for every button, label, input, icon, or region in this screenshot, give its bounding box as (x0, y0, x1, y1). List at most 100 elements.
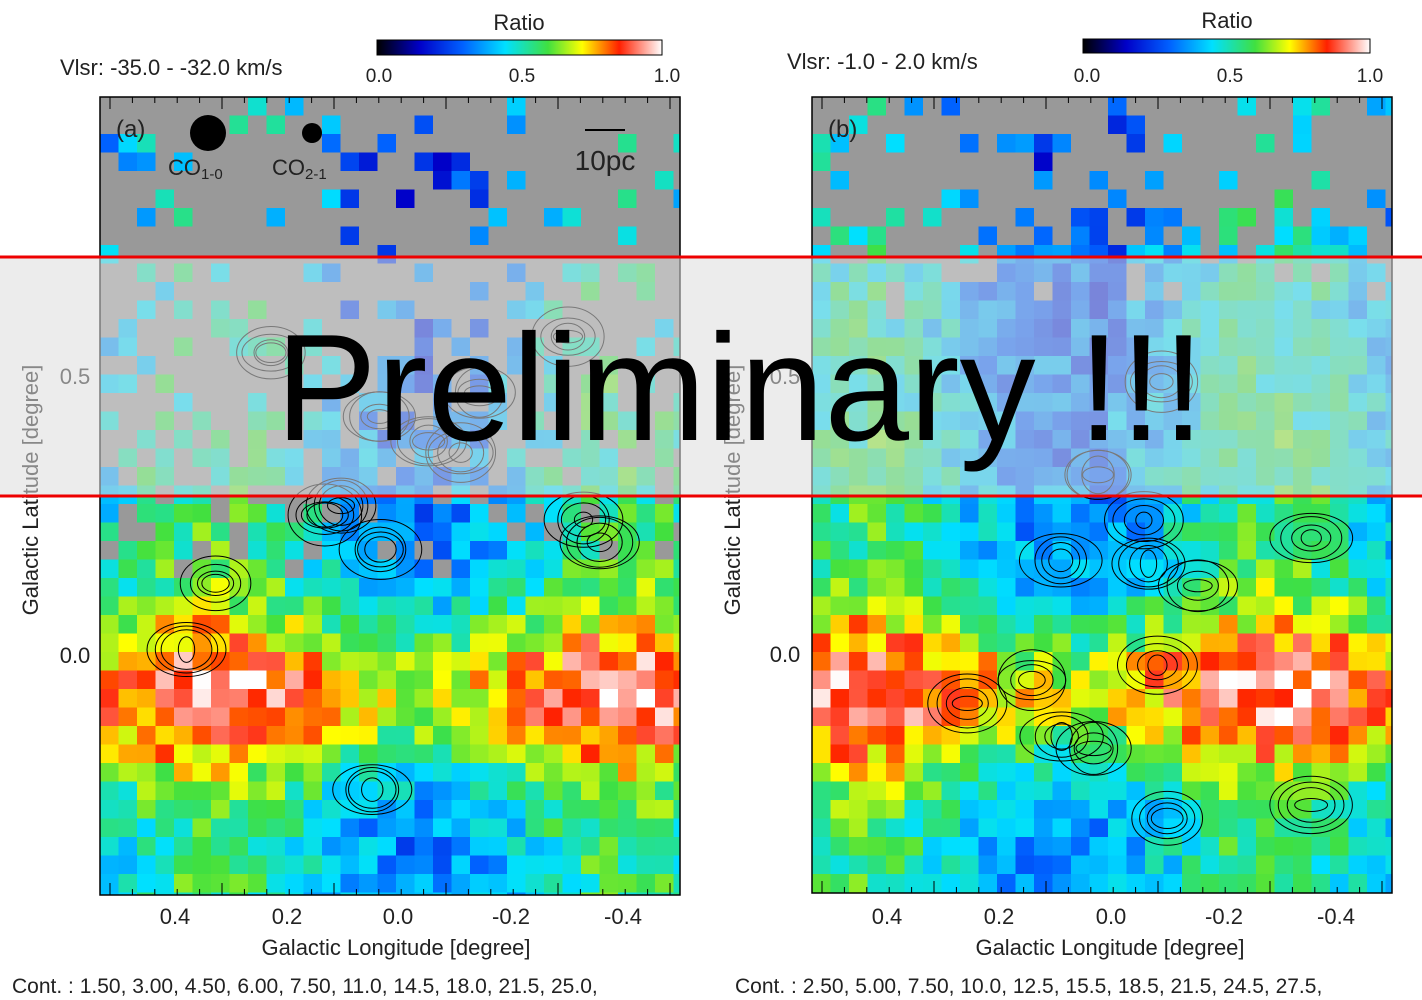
map-cell (979, 227, 998, 246)
map-cell (119, 874, 138, 893)
map-cell (100, 837, 119, 856)
map-cell (600, 763, 619, 782)
map-cell (230, 745, 249, 764)
map-cell (831, 874, 850, 893)
map-cell (359, 671, 378, 690)
map-cell (1108, 800, 1127, 819)
map-cell (100, 578, 119, 597)
map-cell (470, 708, 489, 727)
map-cell (1219, 708, 1238, 727)
map-cell (1034, 671, 1053, 690)
map-cell (942, 800, 961, 819)
map-cell (489, 708, 508, 727)
map-cell (452, 523, 471, 542)
map-cell (1256, 819, 1275, 838)
map-cell (433, 652, 452, 671)
map-cell (563, 800, 582, 819)
map-cell (1219, 504, 1238, 523)
panel-label: (a) (116, 116, 145, 143)
map-cell (1386, 97, 1393, 116)
map-cell (997, 745, 1016, 764)
map-cell (581, 800, 600, 819)
map-cell (156, 597, 175, 616)
scale-label: 10pc (575, 145, 636, 176)
map-cell (433, 615, 452, 634)
map-cell (452, 800, 471, 819)
map-cell (415, 597, 434, 616)
map-cell (137, 652, 156, 671)
map-cell (1034, 227, 1053, 246)
map-cell (1367, 837, 1386, 856)
map-cell (868, 634, 887, 653)
map-cell (193, 689, 212, 708)
map-cell (211, 523, 230, 542)
map-cell (1275, 597, 1294, 616)
map-cell (1256, 560, 1275, 579)
map-cell (1071, 652, 1090, 671)
map-cell (960, 819, 979, 838)
map-cell (831, 560, 850, 579)
map-cell (655, 856, 674, 875)
map-cell (905, 504, 924, 523)
map-cell (923, 652, 942, 671)
map-cell (655, 560, 674, 579)
map-cell (359, 689, 378, 708)
map-cell (1145, 208, 1164, 227)
map-cell (618, 689, 637, 708)
map-cell (1145, 615, 1164, 634)
map-cell (304, 615, 323, 634)
map-cell (119, 819, 138, 838)
map-cell (637, 745, 656, 764)
map-cell (600, 874, 619, 893)
map-cell (1312, 578, 1331, 597)
map-cell (544, 708, 563, 727)
map-cell (1312, 708, 1331, 727)
map-cell (674, 708, 681, 727)
map-cell (1256, 726, 1275, 745)
map-cell (960, 763, 979, 782)
map-cell (304, 560, 323, 579)
map-cell (230, 504, 249, 523)
map-cell (544, 689, 563, 708)
map-cell (1016, 874, 1035, 893)
map-cell (322, 116, 341, 135)
map-cell (119, 652, 138, 671)
map-cell (322, 708, 341, 727)
map-cell (100, 652, 119, 671)
map-cell (156, 634, 175, 653)
map-cell (637, 689, 656, 708)
map-cell (211, 874, 230, 893)
map-cell (452, 597, 471, 616)
map-cell (100, 800, 119, 819)
map-cell (831, 523, 850, 542)
map-cell (415, 856, 434, 875)
map-cell (812, 560, 831, 579)
map-cell (942, 523, 961, 542)
map-cell (923, 578, 942, 597)
map-cell (886, 208, 905, 227)
map-cell (248, 615, 267, 634)
map-cell (1145, 874, 1164, 893)
map-cell (868, 597, 887, 616)
map-cell (119, 782, 138, 801)
map-cell (655, 726, 674, 745)
overlay-text: Preliminary !!! (275, 303, 1204, 473)
map-cell (1312, 615, 1331, 634)
map-cell (193, 856, 212, 875)
map-cell (600, 652, 619, 671)
map-cell (581, 597, 600, 616)
map-cell (156, 856, 175, 875)
map-cell (1330, 227, 1349, 246)
map-cell (1275, 874, 1294, 893)
map-cell (960, 597, 979, 616)
map-cell (1238, 504, 1257, 523)
map-cell (452, 837, 471, 856)
map-cell (119, 597, 138, 616)
map-cell (1219, 615, 1238, 634)
map-cell (544, 208, 563, 227)
map-cell (886, 578, 905, 597)
map-cell (1367, 708, 1386, 727)
map-cell (655, 689, 674, 708)
map-cell (849, 652, 868, 671)
map-cell (600, 726, 619, 745)
